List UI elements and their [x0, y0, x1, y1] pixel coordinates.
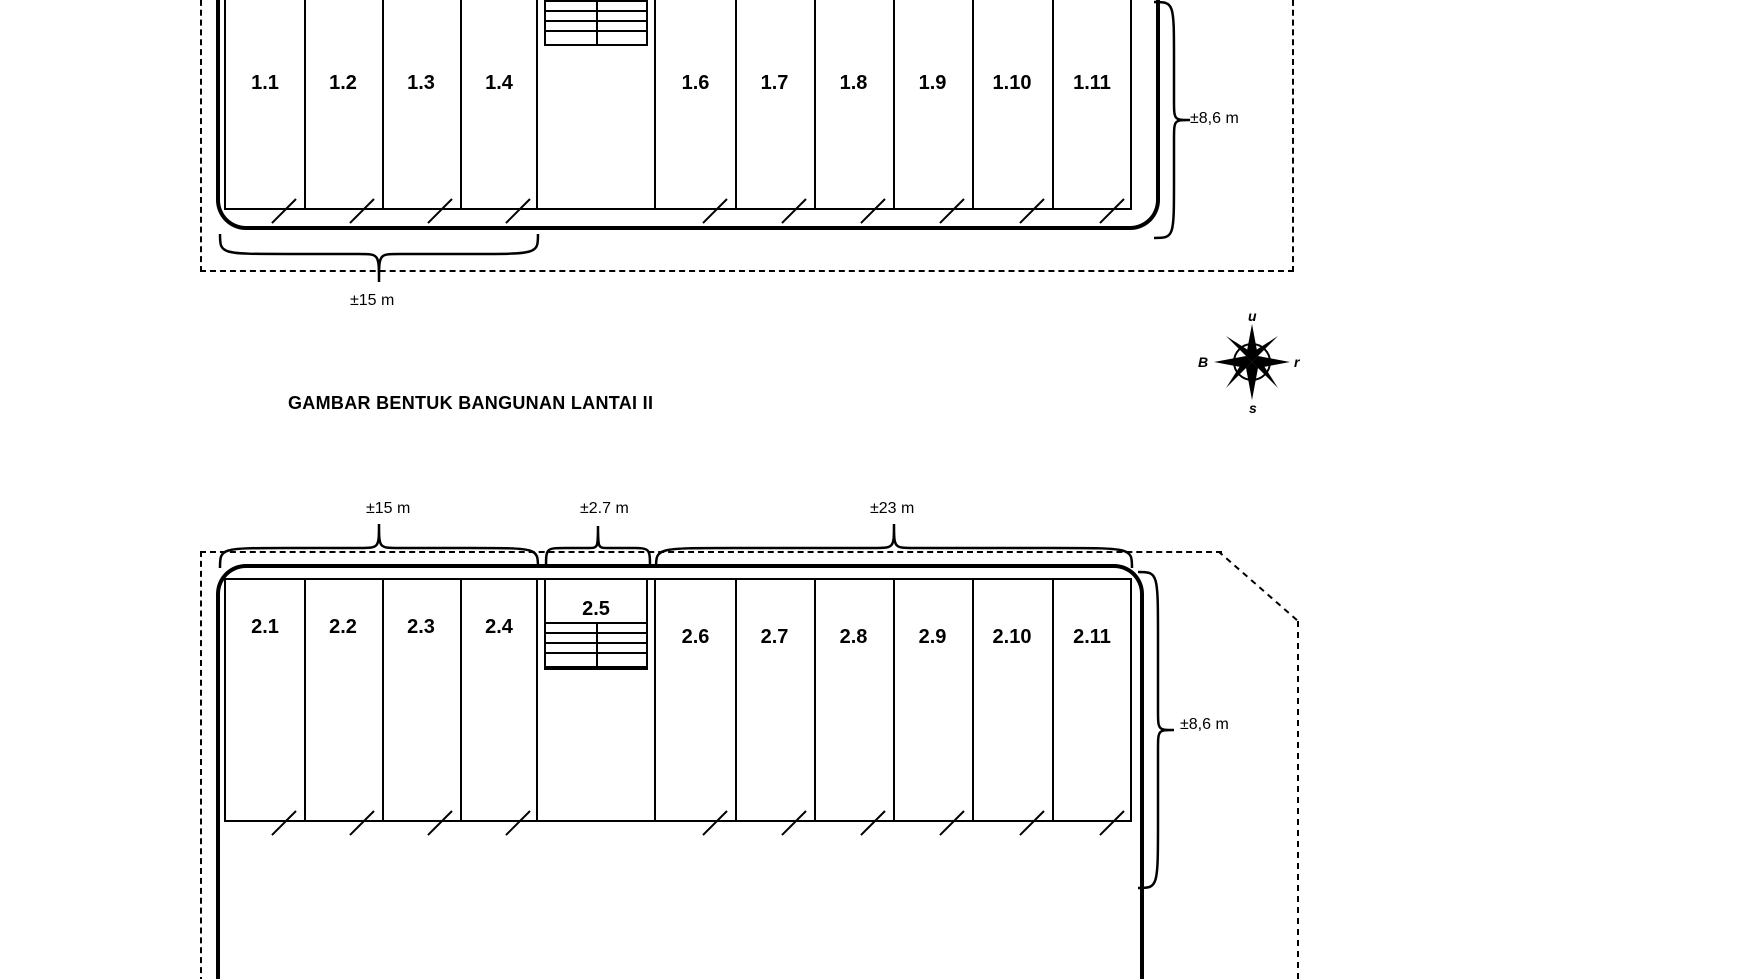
unit-label: 1.6: [656, 72, 735, 95]
floor2-dim-center-width: ±2.7 m: [580, 500, 629, 518]
unit-1-1: 1.1: [226, 0, 306, 208]
floor1-left-group: 1.1 1.2 1.3 1.4: [224, 0, 538, 208]
compass-south: s: [1249, 400, 1257, 416]
diagram-title: GAMBAR BENTUK BANGUNAN LANTAI II: [288, 393, 653, 414]
floor2-dim-left-width: ±15 m: [366, 500, 410, 518]
floor1-stairs: [544, 0, 648, 46]
floor1-units-row: 1.1 1.2 1.3 1.4 1.6: [224, 0, 1132, 210]
unit-label: 2.3: [382, 616, 460, 639]
unit-label: 2.8: [814, 626, 893, 649]
unit-1-7: 1.7: [735, 0, 816, 208]
unit-label: 2.11: [1052, 626, 1132, 649]
floor2-stairs: [544, 622, 648, 668]
unit-1-9: 1.9: [893, 0, 974, 208]
floor2-dim-right-width: ±23 m: [870, 500, 914, 518]
unit-label: 1.7: [735, 72, 814, 95]
unit-label: 2.9: [893, 626, 972, 649]
unit-label: 2.10: [972, 626, 1052, 649]
unit-label: 2.1: [226, 616, 304, 639]
unit-label: 2.4: [460, 616, 538, 639]
unit-label: 2.2: [304, 616, 382, 639]
floor2-dashed-extension: [1218, 551, 1308, 979]
floor2-dim-right-height: ±8,6 m: [1180, 716, 1229, 734]
floor1-right-group: 1.6 1.7 1.8 1.9 1.10 1.11: [654, 0, 1132, 208]
floor2-units-row: 2.1 2.2 2.3 2.4 2.5: [224, 578, 1132, 822]
unit-label: 1.10: [972, 72, 1052, 95]
unit-label: 1.3: [382, 72, 460, 95]
unit-label: 1.2: [304, 72, 382, 95]
unit-2-10: 2.10: [972, 580, 1054, 820]
unit-2-8: 2.8: [814, 580, 895, 820]
floor1-dim-right-height: ±8,6 m: [1190, 110, 1239, 128]
unit-1-11: 1.11: [1052, 0, 1132, 208]
unit-2-4: 2.4: [460, 580, 538, 820]
unit-2-5: 2.5: [544, 580, 648, 670]
floor1-brace-left-width: [218, 232, 540, 292]
floor2-brace-right-height: [1136, 570, 1176, 890]
unit-2-7: 2.7: [735, 580, 816, 820]
floor1-dim-left-width: ±15 m: [350, 292, 394, 310]
unit-label: 1.9: [893, 72, 972, 95]
unit-label: 2.7: [735, 626, 814, 649]
compass-north: u: [1248, 308, 1257, 324]
stage: 1.1 1.2 1.3 1.4 1.6: [0, 0, 1740, 979]
unit-label: 1.11: [1052, 72, 1132, 95]
unit-label: 1.8: [814, 72, 893, 95]
unit-2-9: 2.9: [893, 580, 974, 820]
unit-1-10: 1.10: [972, 0, 1054, 208]
unit-2-2: 2.2: [304, 580, 384, 820]
compass-west: B: [1198, 354, 1208, 370]
unit-label: 1.1: [226, 72, 304, 95]
compass-east: r: [1294, 354, 1299, 370]
unit-1-4: 1.4: [460, 0, 538, 208]
compass-rose-icon: u s r B: [1212, 322, 1292, 402]
unit-1-2: 1.2: [304, 0, 384, 208]
floor2-right-group: 2.6 2.7 2.8 2.9 2.10 2.11: [654, 580, 1132, 820]
floor1-brace-right-height: [1152, 0, 1192, 240]
unit-label: 2.5: [546, 598, 646, 621]
unit-label: 2.6: [656, 626, 735, 649]
unit-1-6: 1.6: [656, 0, 737, 208]
unit-2-11: 2.11: [1052, 580, 1132, 820]
unit-2-6: 2.6: [656, 580, 737, 820]
floor2-left-group: 2.1 2.2 2.3 2.4: [224, 580, 538, 820]
unit-1-3: 1.3: [382, 0, 462, 208]
unit-label: 1.4: [460, 72, 538, 95]
unit-2-3: 2.3: [382, 580, 462, 820]
unit-1-8: 1.8: [814, 0, 895, 208]
unit-2-1: 2.1: [226, 580, 306, 820]
